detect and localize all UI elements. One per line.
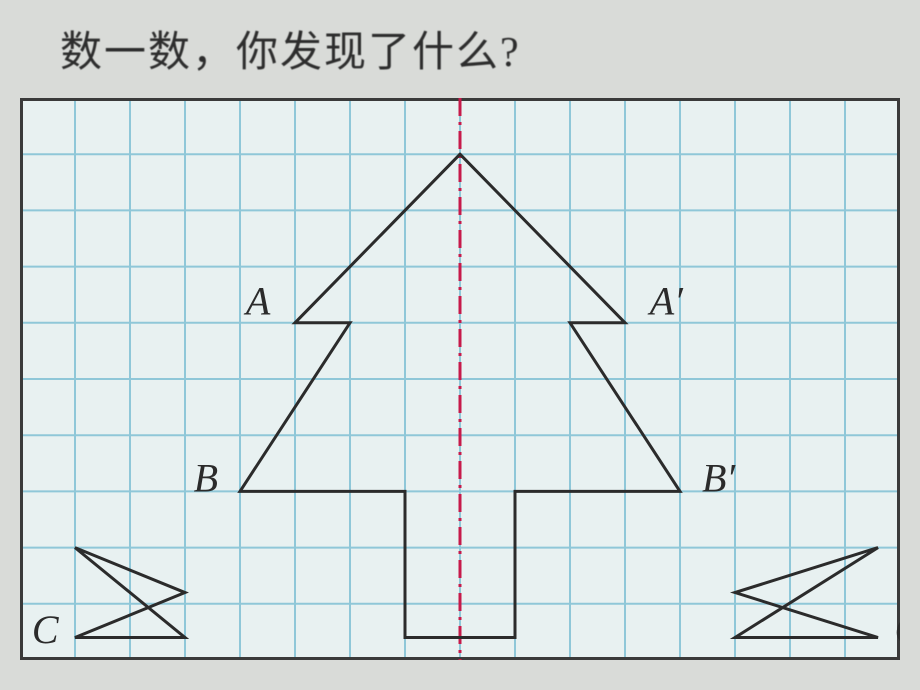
- figure-board: A A′ B B′ C C′: [20, 98, 900, 660]
- label-Aprime: A′: [647, 278, 684, 323]
- label-C: C: [32, 607, 60, 652]
- label-Cprime: C′: [895, 607, 901, 652]
- question-title: 数一数，你发现了什么?: [60, 18, 521, 79]
- label-A: A: [243, 278, 271, 323]
- label-Bprime: B′: [702, 455, 736, 500]
- label-B: B: [194, 455, 218, 500]
